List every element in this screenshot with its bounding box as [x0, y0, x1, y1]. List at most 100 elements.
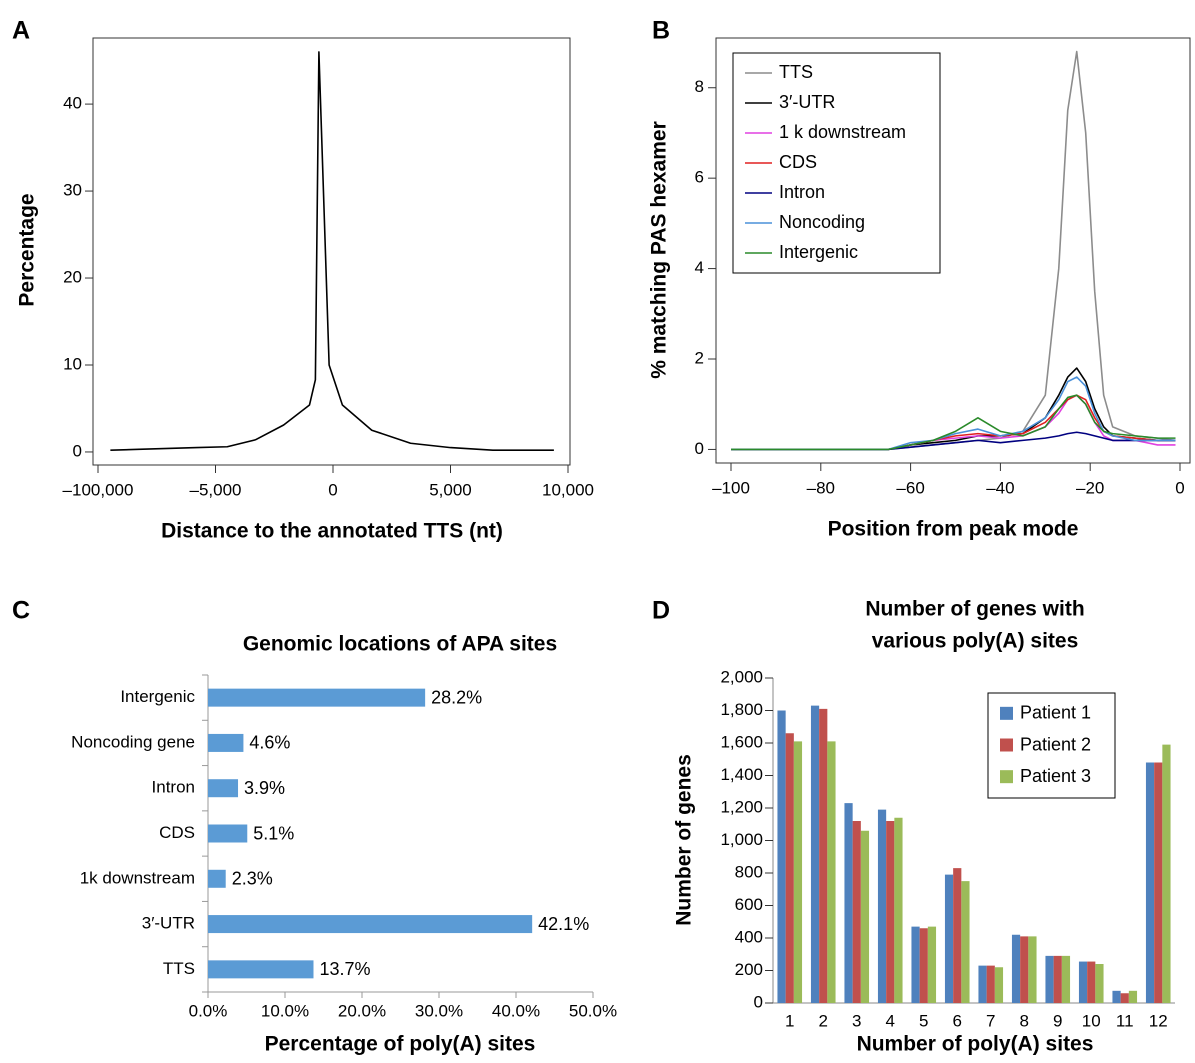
bar — [927, 926, 937, 1003]
bar — [1120, 993, 1129, 1003]
panel-label: D — [652, 597, 670, 625]
plot-frame — [92, 37, 571, 466]
x-tick-label: 10.0% — [261, 1001, 309, 1020]
legend-label: Noncoding — [779, 212, 865, 232]
x-tick-label: 40.0% — [492, 1001, 540, 1020]
y-tick-label: 2,000 — [720, 667, 763, 686]
bar — [1145, 762, 1155, 1003]
y-tick-label: 0 — [73, 441, 82, 460]
x-tick-label: 0 — [1175, 478, 1184, 497]
x-tick-label: 8 — [1020, 1011, 1029, 1030]
y-tick-label: 1,600 — [720, 732, 763, 751]
x-tick-label: 0 — [328, 480, 337, 499]
value-label: 4.6% — [249, 733, 290, 753]
value-label: 2.3% — [232, 869, 273, 889]
legend-label: Patient 2 — [1020, 734, 1091, 754]
bar — [208, 960, 314, 979]
value-label: 42.1% — [538, 914, 589, 934]
x-tick-label: –100 — [712, 478, 750, 497]
bar — [208, 824, 248, 843]
category-label: 3′-UTR — [142, 914, 195, 933]
y-tick-label: 10 — [63, 354, 82, 373]
x-tick-label: 9 — [1053, 1011, 1062, 1030]
bar — [877, 809, 887, 1003]
x-tick-label: 2 — [819, 1011, 828, 1030]
legend-label: Intron — [779, 182, 825, 202]
y-tick-label: 40 — [63, 94, 82, 113]
x-tick-label: 3 — [852, 1011, 861, 1030]
y-tick-label: 2 — [695, 348, 704, 367]
x-tick-label: 12 — [1149, 1011, 1168, 1030]
y-tick-label: 200 — [735, 960, 763, 979]
bar — [894, 817, 903, 1003]
panel-label: C — [12, 597, 30, 625]
bar — [208, 869, 226, 888]
category-label: TTS — [163, 959, 195, 978]
x-tick-label: 11 — [1116, 1011, 1134, 1030]
y-tick-label: 0 — [695, 439, 704, 458]
legend-label: 3′-UTR — [779, 92, 835, 112]
bar — [1011, 934, 1021, 1003]
bar — [208, 733, 244, 752]
bar — [1154, 762, 1163, 1003]
x-tick-label: –5,000 — [190, 480, 242, 499]
category-label: CDS — [159, 823, 195, 842]
x-tick-label: 50.0% — [569, 1001, 617, 1020]
bar — [994, 967, 1004, 1003]
x-tick-label: 5 — [919, 1011, 928, 1030]
bar — [810, 705, 820, 1003]
chart-title: Number of genes with — [865, 598, 1084, 621]
bar — [1053, 955, 1062, 1003]
y-axis-title: Percentage — [16, 193, 39, 306]
y-tick-label: 20 — [63, 268, 82, 287]
x-tick-label: 10 — [1082, 1011, 1101, 1030]
bar — [208, 915, 533, 934]
panel-label: A — [12, 17, 30, 45]
data-line — [731, 367, 1176, 451]
legend-label: TTS — [779, 62, 813, 82]
plot-frame — [715, 37, 1191, 464]
bar — [827, 741, 836, 1003]
y-tick-label: 600 — [735, 895, 763, 914]
y-axis-title: % matching PAS hexamer — [648, 121, 671, 379]
x-tick-label: 1 — [785, 1011, 794, 1030]
x-tick-label: –40 — [986, 478, 1014, 497]
x-tick-label: 20.0% — [338, 1001, 386, 1020]
bar — [785, 733, 794, 1003]
value-label: 28.2% — [431, 687, 482, 707]
x-tick-label: –20 — [1076, 478, 1104, 497]
value-label: 5.1% — [253, 823, 294, 843]
legend-label: Patient 1 — [1020, 703, 1091, 723]
bar — [886, 821, 895, 1003]
y-tick-label: 8 — [695, 77, 704, 96]
bar — [911, 926, 920, 1003]
category-label: Intron — [152, 778, 195, 797]
x-tick-label: 30.0% — [415, 1001, 463, 1020]
y-tick-label: 800 — [735, 862, 763, 881]
bar — [986, 965, 995, 1003]
data-line — [731, 431, 1176, 451]
y-tick-label: 1,000 — [720, 830, 763, 849]
bar — [944, 874, 954, 1003]
y-tick-label: 6 — [695, 168, 704, 187]
x-tick-label: –80 — [807, 478, 835, 497]
bar — [919, 928, 928, 1003]
bar — [860, 830, 870, 1003]
x-tick-label: 10,000 — [542, 480, 594, 499]
bar — [1112, 990, 1121, 1003]
bar — [978, 965, 987, 1003]
chart-title: various poly(A) sites — [872, 630, 1079, 653]
y-tick-label: 0 — [754, 992, 763, 1011]
bar — [953, 868, 962, 1003]
x-tick-label: 6 — [953, 1011, 962, 1030]
y-tick-label: 1,400 — [720, 765, 763, 784]
x-tick-label: –100,000 — [63, 480, 134, 499]
value-label: 13.7% — [319, 959, 370, 979]
bar — [1045, 955, 1054, 1003]
legend-swatch — [1000, 706, 1013, 720]
bar — [844, 803, 853, 1003]
bar — [793, 741, 803, 1003]
panel-label: B — [652, 17, 670, 45]
value-label: 3.9% — [244, 778, 285, 798]
